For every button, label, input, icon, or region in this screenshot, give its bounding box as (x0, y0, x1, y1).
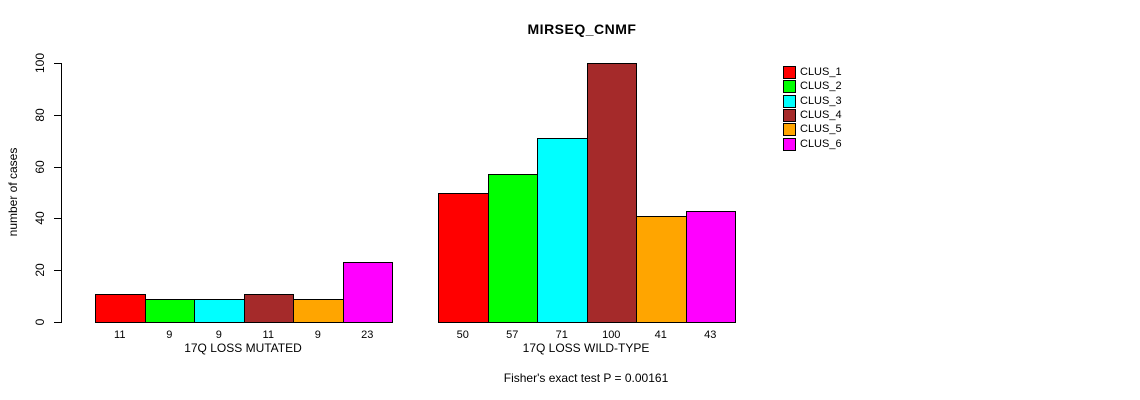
y-tick-mark (54, 114, 61, 116)
legend-item-clus_4: CLUS_4 (783, 108, 842, 122)
bar-clus_4 (243, 293, 294, 323)
bar-value-label: 100 (602, 329, 621, 341)
y-tick-label: 100 (33, 52, 47, 74)
bar-value-label: 11 (262, 329, 274, 341)
bar-clus_2 (487, 174, 538, 323)
y-tick-label: 20 (33, 263, 47, 277)
legend-item-clus_1: CLUS_1 (783, 66, 842, 80)
bar-clus_3 (537, 138, 588, 323)
y-tick-mark (54, 218, 61, 220)
bar-clus_1 (95, 293, 146, 323)
bar-clus_5 (636, 215, 687, 323)
bar-clus_1 (438, 192, 489, 323)
legend-item-clus_3: CLUS_3 (783, 94, 842, 108)
bar-value-label: 9 (314, 329, 321, 341)
bar-clus_6 (342, 262, 393, 323)
bar-clus_6 (685, 210, 736, 323)
bar-value-label: 43 (704, 329, 717, 341)
legend-swatch-icon (783, 94, 796, 108)
bar-value-label: 9 (215, 329, 222, 341)
y-tick-label: 60 (33, 159, 47, 174)
bar-value-label: 23 (361, 329, 374, 341)
group-label-wildtype: 17Q LOSS WILD-TYPE (522, 341, 650, 355)
y-axis-line (61, 63, 62, 323)
bar-value-label: 9 (166, 329, 173, 341)
y-tick-mark (54, 166, 61, 168)
y-tick-label: 0 (33, 318, 47, 326)
y-tick-mark (54, 322, 61, 323)
bar-value-label: 50 (456, 329, 469, 341)
legend-item-clus_5: CLUS_5 (783, 123, 842, 137)
fisher-test-caption: Fisher's exact test P = 0.00161 (503, 371, 669, 385)
y-tick-label: 40 (33, 211, 47, 226)
y-axis-label: number of cases (6, 147, 20, 237)
bar-clus_2 (144, 298, 195, 323)
bar-clus_4 (586, 63, 637, 323)
bar-value-label: 71 (555, 329, 568, 341)
legend-label: CLUS_6 (800, 137, 842, 150)
legend-label: CLUS_1 (800, 66, 842, 78)
y-tick-mark (54, 63, 61, 64)
legend-label: CLUS_3 (800, 94, 842, 107)
legend-item-clus_2: CLUS_2 (783, 80, 842, 94)
legend-label: CLUS_4 (800, 108, 842, 121)
legend-label: CLUS_5 (800, 123, 842, 136)
bar-value-label: 11 (114, 329, 126, 341)
legend-swatch-icon (783, 80, 796, 94)
group-label-mutated: 17Q LOSS MUTATED (184, 341, 302, 355)
legend-label: CLUS_2 (800, 80, 842, 93)
bar-clus_5 (293, 298, 344, 323)
legend-swatch-icon (783, 108, 796, 122)
y-tick-mark (54, 270, 61, 272)
y-tick-label: 80 (33, 108, 47, 122)
legend-item-clus_6: CLUS_6 (783, 137, 842, 151)
bar-value-label: 41 (654, 329, 667, 341)
legend-swatch-icon (783, 66, 796, 79)
bar-clus_3 (194, 298, 245, 323)
bar-value-label: 57 (506, 329, 519, 341)
chart-title: MIRSEQ_CNMF (527, 21, 637, 37)
legend-swatch-icon (783, 137, 796, 151)
legend-swatch-icon (783, 123, 796, 137)
